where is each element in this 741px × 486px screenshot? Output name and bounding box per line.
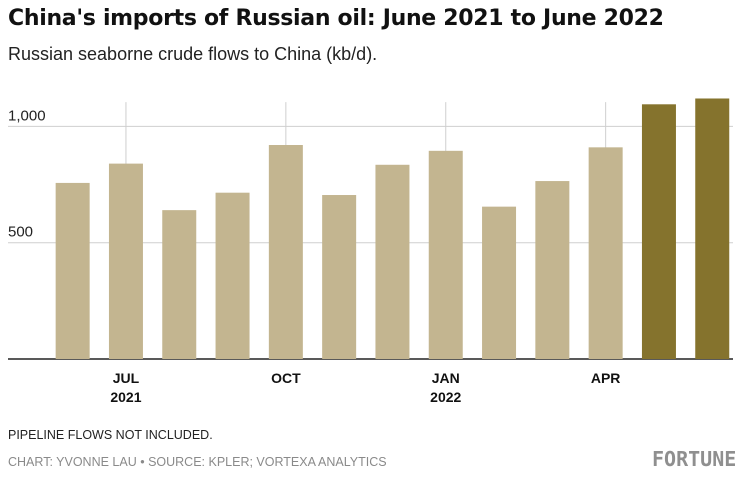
bar-chart: 500 1,000 JUL 2021 OCT JAN 2022 APR [8, 98, 733, 405]
bar [108, 163, 143, 359]
bar [162, 210, 197, 359]
bar [588, 147, 623, 359]
fortune-logo: FORTUNE [652, 447, 737, 471]
x-tick-label: OCT [271, 370, 301, 386]
bar [428, 150, 463, 359]
x-tick-label: JUL [113, 370, 140, 386]
bar [535, 181, 570, 359]
x-tick-year-label: 2022 [430, 389, 461, 405]
bar [482, 206, 517, 359]
x-tick-year-label: 2021 [110, 389, 141, 405]
bar [375, 164, 410, 359]
bars [55, 98, 730, 359]
y-tick-label: 500 [8, 224, 33, 241]
axis-labels: 500 1,000 JUL 2021 OCT JAN 2022 APR [8, 107, 620, 405]
bar [55, 182, 90, 359]
footnote: PIPELINE FLOWS NOT INCLUDED. [8, 428, 213, 442]
x-tick-label: APR [591, 370, 621, 386]
bar [641, 104, 676, 359]
bar [322, 195, 357, 359]
bar [215, 192, 250, 359]
source-credit: CHART: YVONNE LAU • SOURCE: KPLER; VORTE… [8, 455, 387, 469]
x-tick-label: JAN [432, 370, 460, 386]
chart-subtitle: Russian seaborne crude flows to China (k… [8, 44, 378, 64]
chart-title: China's imports of Russian oil: June 202… [8, 6, 664, 31]
bar [268, 145, 303, 359]
bar [695, 98, 730, 359]
y-tick-label: 1,000 [8, 107, 46, 124]
